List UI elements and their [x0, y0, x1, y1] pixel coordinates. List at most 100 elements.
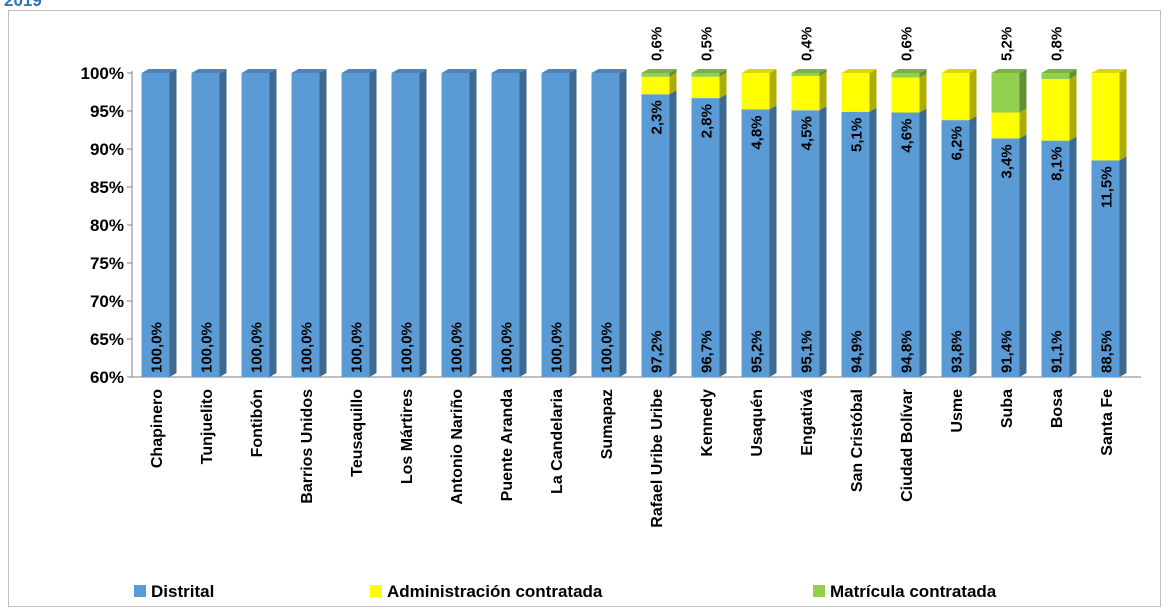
category-label: Bosa — [1049, 389, 1066, 428]
bar-segment-side — [1119, 156, 1127, 377]
bar-segment-side — [819, 106, 827, 378]
bar-segment-side — [919, 69, 927, 78]
category-label: Puente Aranda — [499, 389, 516, 501]
bar-top — [191, 69, 227, 73]
bar-segment-side — [669, 69, 677, 77]
legend: Distrital Administración contratada Matríc… — [134, 582, 997, 601]
bar-segment-side — [919, 108, 927, 378]
data-label: 2,8% — [699, 104, 716, 138]
bar-segment-side — [519, 69, 527, 377]
chart-frame — [8, 10, 1161, 607]
bar-top — [891, 69, 927, 73]
data-label: 94,8% — [899, 330, 916, 373]
bar-stack: 94,8% 4,6% 0,6% — [891, 27, 927, 378]
bar-segment — [991, 112, 1020, 139]
bar-segment-side — [1069, 136, 1077, 377]
legend-item: Distrital — [134, 582, 214, 601]
bar-segment-side — [319, 69, 327, 377]
data-label: 0,5% — [699, 27, 716, 61]
data-label: 97,2% — [649, 330, 666, 373]
bar-stack: 100,0% — [241, 69, 277, 377]
bar-stack: 100,0% — [291, 69, 327, 377]
data-label: 3,4% — [999, 144, 1016, 178]
data-label: 4,6% — [899, 119, 916, 153]
bar-stack: 100,0% — [491, 69, 527, 377]
bar-segment — [591, 73, 620, 377]
data-label: 8,1% — [1049, 147, 1066, 181]
category-labels: Chapinero Tunjuelito Fontibón Barrios Unido… — [149, 389, 1116, 528]
bar-segment — [291, 73, 320, 377]
category-label: Usaquén — [749, 389, 766, 457]
bar-segment-side — [769, 69, 777, 110]
bar-segment — [1041, 140, 1070, 377]
bar-segment — [691, 98, 720, 377]
bar-top — [691, 69, 727, 73]
category-label: Kennedy — [699, 389, 716, 457]
bar-segment — [1091, 73, 1120, 161]
category-label: La Candelaria — [549, 389, 566, 494]
bar-top — [441, 69, 477, 73]
bar-stack: 100,0% — [441, 69, 477, 377]
bar-segment — [891, 77, 920, 113]
bar-stack: 91,1% 8,1% 0,8% — [1041, 27, 1077, 377]
data-label: 91,1% — [1049, 330, 1066, 373]
category-label: Usme — [949, 389, 966, 433]
bar-segment-side — [1019, 134, 1027, 377]
data-label: 100,0% — [449, 322, 466, 373]
data-label: 95,2% — [749, 330, 766, 373]
category-label: Ciudad Bolívar — [899, 389, 916, 502]
bar-segment-side — [969, 69, 977, 121]
bar-segment — [391, 73, 420, 377]
bar-segment-side — [1019, 108, 1027, 139]
bar-top — [341, 69, 377, 73]
y-tick-label: 95% — [90, 102, 124, 121]
y-tick-label: 75% — [90, 254, 124, 273]
bar-top — [291, 69, 327, 73]
category-label: Tunjuelito — [199, 389, 216, 464]
bar-segment — [691, 73, 720, 77]
bar-top — [641, 69, 677, 73]
bar-segment — [341, 73, 370, 377]
bar-segment-side — [1069, 75, 1077, 141]
header-text: 2019 — [4, 0, 42, 10]
bar-stack: 88,5% 11,5% — [1091, 69, 1127, 377]
bar-stack: 100,0% — [141, 69, 177, 377]
bar-top — [1091, 69, 1127, 73]
data-label: 100,0% — [549, 322, 566, 373]
bar-stack: 94,9% 5,1% — [841, 69, 877, 377]
category-label: Santa Fe — [1099, 389, 1116, 456]
bars-group: 100,0% 100,0% 100,0% 100,0% 100,0% 100,0% 100,… — [141, 27, 1127, 378]
bar-stack: 91,4% 3,4% 5,2% — [991, 27, 1027, 377]
bar-segment-side — [819, 69, 827, 77]
category-label: Rafael Uribe Uribe — [649, 389, 666, 528]
bar-segment-side — [369, 69, 377, 377]
bar-segment-side — [169, 69, 177, 377]
legend-swatch — [813, 585, 825, 597]
data-label: 88,5% — [1099, 330, 1116, 373]
data-label: 4,5% — [799, 116, 816, 150]
bar-top — [241, 69, 277, 73]
bar-segment-side — [819, 72, 827, 111]
bar-segment-side — [719, 69, 727, 77]
bar-top — [591, 69, 627, 73]
bar-stack: 100,0% — [391, 69, 427, 377]
data-label: 0,8% — [1049, 27, 1066, 61]
data-label: 100,0% — [399, 322, 416, 373]
bar-segment-side — [669, 72, 677, 95]
legend-item: Matrícula contratada — [813, 582, 997, 601]
bar-stack: 100,0% — [191, 69, 227, 377]
bar-stack: 96,7% 2,8% 0,5% — [691, 27, 727, 377]
y-tick-label: 90% — [90, 140, 124, 159]
bar-segment — [891, 73, 920, 78]
bar-segment — [891, 112, 920, 378]
data-label: 95,1% — [799, 330, 816, 373]
bar-segment — [841, 111, 870, 377]
category-label: Suba — [999, 389, 1016, 428]
data-label: 100,0% — [499, 322, 516, 373]
bar-top — [791, 69, 827, 73]
data-label: 5,1% — [849, 118, 866, 152]
legend-swatch — [134, 585, 146, 597]
category-label: Teusaquillo — [349, 389, 366, 477]
data-label: 100,0% — [199, 322, 216, 373]
